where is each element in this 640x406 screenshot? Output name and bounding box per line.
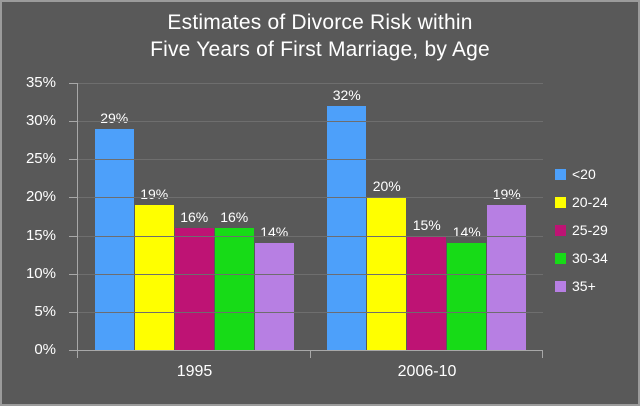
y-axis-tick-label: 25%: [25, 150, 56, 168]
legend-swatch-icon: [555, 252, 566, 264]
bar-25-29-1995: [174, 227, 214, 350]
y-axis-tick-label: 30%: [25, 112, 56, 130]
gridline: [78, 83, 543, 84]
bar-column: 16%: [174, 209, 214, 350]
legend-swatch-icon: [555, 280, 566, 292]
bar-value-label: 19%: [492, 186, 521, 203]
legend-item: 30-34: [555, 244, 608, 272]
bar-group-2006-10: 32% 20% 15% 14% 19%: [311, 83, 544, 350]
y-axis-tick-label: 10%: [25, 264, 56, 282]
chart-title-line-1: Estimates of Divorce Risk within: [167, 11, 473, 34]
bar-25-29-2006-10: [407, 235, 447, 350]
x-axis-category-label: 1995: [176, 363, 213, 380]
legend-swatch-icon: [555, 224, 566, 236]
bar-column: 19%: [134, 186, 174, 350]
legend: <20 20-24 25-29 30-34 35+: [555, 160, 608, 300]
y-axis-tick: [69, 121, 77, 123]
bar-value-label: 16%: [180, 208, 209, 225]
legend-swatch-icon: [555, 168, 566, 180]
gridline: [78, 159, 543, 161]
legend-label: 20-24: [572, 194, 608, 210]
y-axis-tick: [69, 197, 77, 199]
y-axis-tick: [69, 159, 77, 161]
x-axis-category-label: 2006-10: [397, 363, 457, 380]
x-axis-tick: [542, 350, 543, 358]
legend-item: 20-24: [555, 188, 608, 216]
legend-label: 25-29: [572, 222, 608, 238]
bar-column: 32%: [327, 87, 367, 350]
legend-item: 35+: [555, 272, 608, 300]
bar-column: 14%: [254, 224, 294, 350]
gridline: [78, 197, 543, 199]
bar-30-34-1995: [214, 227, 254, 350]
bar-<20-2006-10: [327, 105, 367, 350]
bar-value-label: 29%: [100, 109, 129, 126]
legend-item: <20: [555, 160, 608, 188]
bar-value-label: 19%: [140, 186, 169, 203]
bar-value-label: 14%: [260, 224, 289, 241]
y-axis-tick-label: 15%: [25, 226, 56, 244]
bar-35+-2006-10: [487, 205, 527, 350]
gridline: [78, 311, 543, 313]
y-axis-tick: [69, 235, 77, 237]
y-axis-tick-label: 20%: [25, 188, 56, 206]
legend-label: <20: [572, 166, 596, 182]
bar-column: 15%: [407, 217, 447, 350]
bar-35+-1995: [254, 243, 294, 350]
bar-value-label: 20%: [372, 178, 401, 195]
y-axis-tick: [69, 273, 77, 275]
bar-groups: 29% 19% 16% 16% 14% 32% 20% 15% 14% 19%: [78, 83, 543, 350]
bar-value-label: 14%: [452, 224, 481, 241]
bar-column: 19%: [487, 186, 527, 350]
legend-swatch-icon: [555, 196, 566, 208]
bar-group-1995: 29% 19% 16% 16% 14%: [78, 83, 311, 350]
chart-title: Estimates of Divorce Risk within Five Ye…: [0, 9, 640, 63]
legend-label: 35+: [572, 278, 596, 294]
bar-value-label: 32%: [332, 86, 361, 103]
bar-column: 16%: [214, 209, 254, 350]
bar-column: 14%: [447, 224, 487, 350]
x-axis-tick: [309, 350, 311, 358]
y-axis-tick: [69, 311, 77, 313]
gridline: [78, 121, 543, 123]
y-axis-tick-label: 0%: [34, 341, 56, 358]
y-axis-tick-label: 5%: [34, 302, 56, 320]
bar-column: 20%: [367, 178, 407, 350]
legend-label: 30-34: [572, 250, 608, 266]
bar-value-label: 16%: [220, 208, 249, 225]
bar-<20-1995: [94, 128, 134, 350]
y-axis-labels: 0% 5% 10% 15% 20% 25% 30% 35%: [0, 75, 70, 358]
legend-item: 25-29: [555, 216, 608, 244]
bar-value-label: 15%: [412, 216, 441, 233]
chart-title-line-2: Five Years of First Marriage, by Age: [150, 38, 490, 61]
bar-column: 29%: [94, 110, 134, 350]
gridline: [78, 273, 543, 275]
plot-area: 29% 19% 16% 16% 14% 32% 20% 15% 14% 19%: [69, 83, 543, 358]
x-axis-line: [69, 350, 543, 351]
bar-20-24-1995: [134, 205, 174, 350]
y-axis-tick: [69, 350, 77, 351]
y-axis-tick-label: 35%: [25, 74, 56, 91]
x-axis-tick: [77, 350, 78, 358]
bar-30-34-2006-10: [447, 243, 487, 350]
gridline: [78, 235, 543, 237]
y-axis-tick: [69, 83, 77, 84]
y-axis-line: [77, 83, 78, 351]
